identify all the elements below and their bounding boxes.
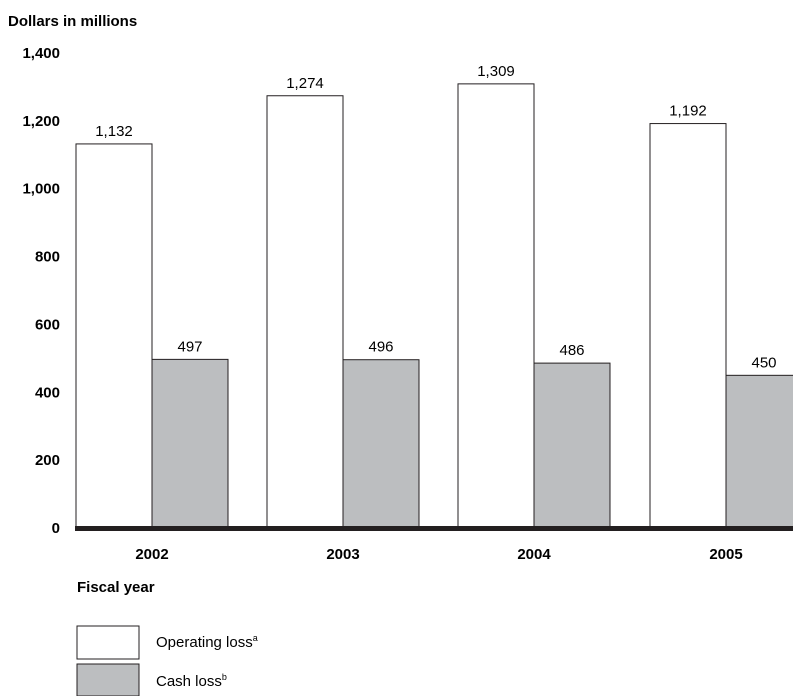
- bars: [75, 83, 793, 529]
- value-label-cash-loss-2005: 450: [751, 354, 776, 371]
- legend: Operating lossa Cash lossb: [76, 625, 258, 696]
- bar-cash-loss-2004: [533, 362, 611, 529]
- x-axis-label: Fiscal year: [77, 579, 155, 596]
- bar-cash-loss-2005: [725, 374, 793, 529]
- y-tick-label: 600: [35, 316, 60, 333]
- y-tick-label: 800: [35, 249, 60, 266]
- bar-cash-loss-2003: [342, 359, 420, 529]
- y-tick-label: 200: [35, 452, 60, 469]
- value-label-operating-loss-2005: 1,192: [669, 103, 707, 120]
- x-tick-label: 2002: [135, 546, 168, 563]
- value-label-operating-loss-2002: 1,132: [95, 123, 133, 140]
- legend-swatch-operating-loss: [76, 625, 140, 660]
- value-label-cash-loss-2004: 486: [559, 342, 584, 359]
- x-axis-categories: 2002 2003 2004 2005: [135, 546, 742, 563]
- y-tick-label: 400: [35, 384, 60, 401]
- legend-label-cash-loss: Cash lossb: [156, 672, 227, 690]
- value-label-cash-loss-2002: 497: [177, 338, 202, 355]
- bar-cash-loss-2002: [151, 358, 229, 529]
- x-tick-label: 2004: [517, 546, 551, 563]
- x-tick-label: 2005: [709, 546, 742, 563]
- y-axis-label: Dollars in millions: [8, 13, 137, 30]
- legend-swatch-cash-loss: [76, 663, 140, 696]
- value-label-operating-loss-2003: 1,274: [286, 75, 324, 92]
- bar-operating-loss-2004: [457, 83, 535, 529]
- bar-operating-loss-2005: [649, 123, 727, 529]
- y-tick-label: 1,400: [22, 45, 60, 62]
- bar-operating-loss-2002: [75, 143, 153, 529]
- x-tick-label: 2003: [326, 546, 359, 563]
- y-tick-label: 1,000: [22, 181, 60, 198]
- y-tick-label: 0: [52, 520, 60, 537]
- value-label-cash-loss-2003: 496: [368, 339, 393, 356]
- x-axis-baseline: [75, 526, 793, 531]
- y-tick-label: 1,200: [22, 113, 60, 130]
- legend-label-operating-loss: Operating lossa: [156, 633, 258, 651]
- bar-operating-loss-2003: [266, 95, 344, 529]
- y-axis-ticks: 0 200 400 600 800 1,000 1,200 1,400: [22, 45, 60, 537]
- value-labels: 1,132 497 1,274 496 1,309 486 1,192 450: [95, 63, 776, 371]
- value-label-operating-loss-2004: 1,309: [477, 63, 515, 80]
